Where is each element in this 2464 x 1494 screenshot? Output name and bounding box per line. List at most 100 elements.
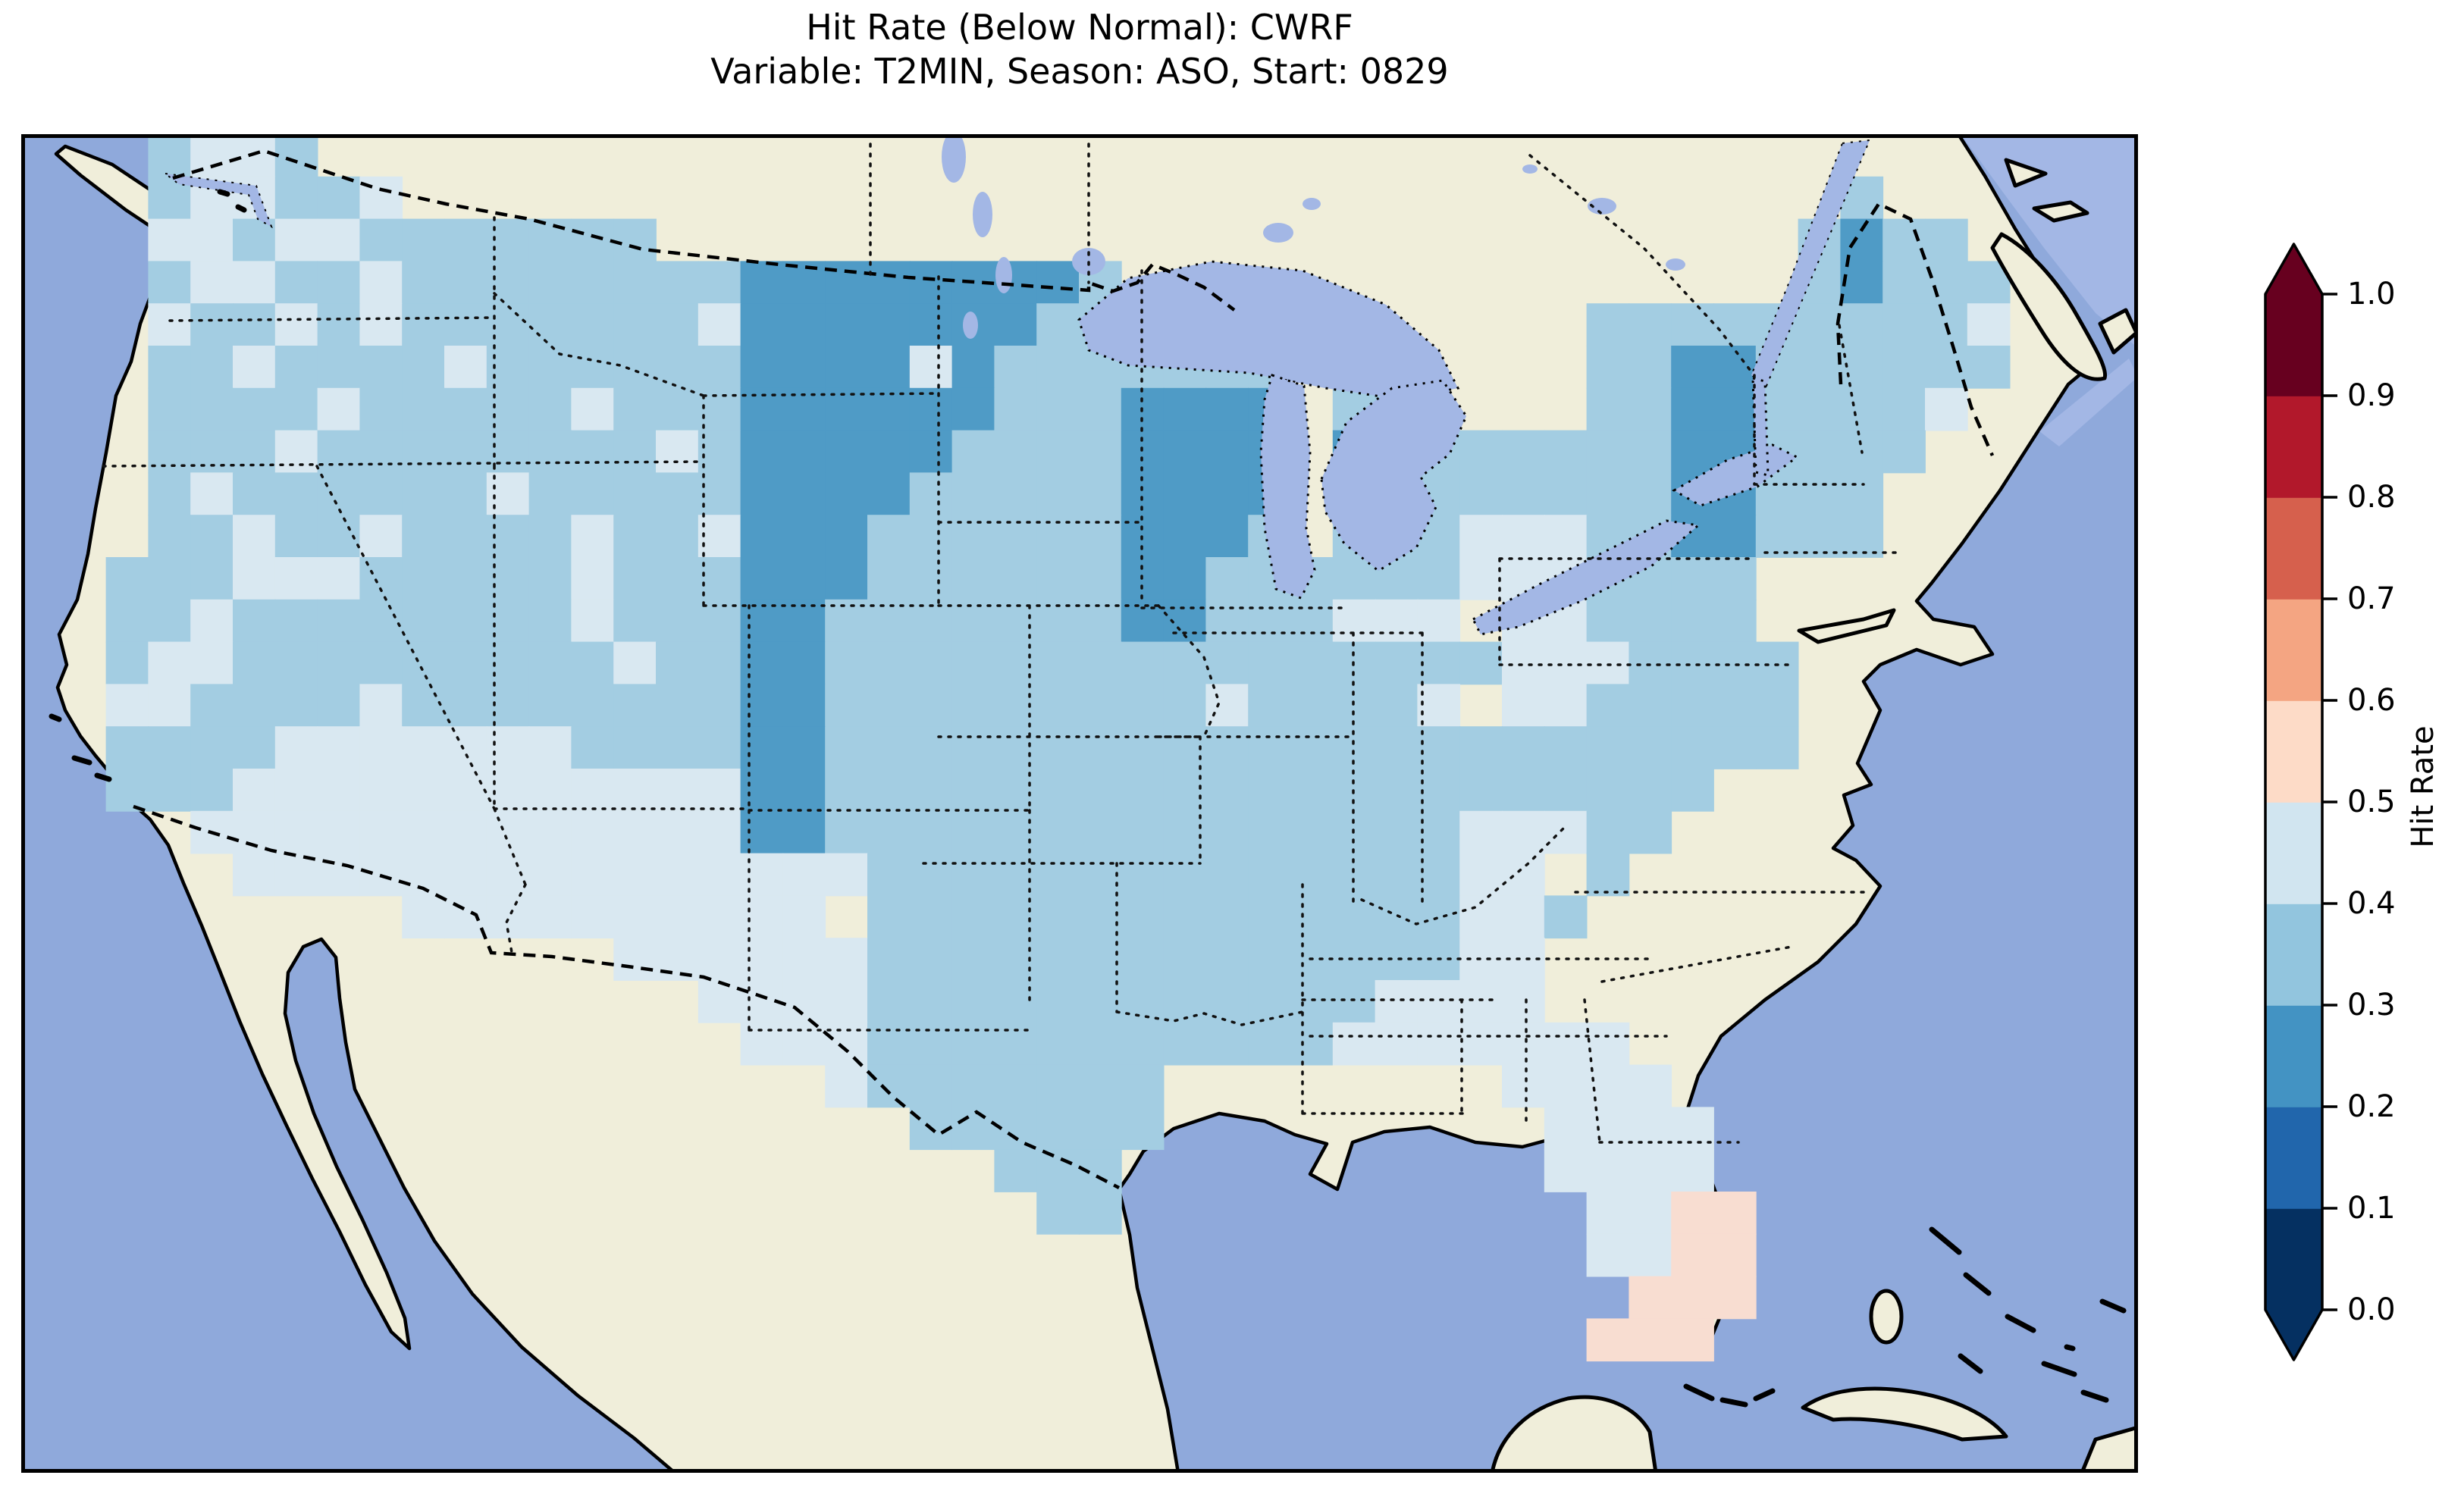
hit-rate-cell xyxy=(1798,472,1842,516)
hit-rate-cell xyxy=(613,387,657,431)
hit-rate-cell xyxy=(698,515,741,558)
hit-rate-cell xyxy=(909,769,953,812)
hit-rate-cell xyxy=(1121,1107,1165,1151)
hit-rate-cell xyxy=(317,261,361,305)
hit-rate-cell xyxy=(1417,1022,1461,1066)
hit-rate-cell xyxy=(1375,599,1419,643)
hit-rate-cell xyxy=(1713,641,1757,685)
hit-rate-cell xyxy=(402,895,445,939)
hit-rate-cell xyxy=(1544,684,1588,728)
hit-rate-cell xyxy=(1713,303,1757,346)
hit-rate-cell xyxy=(1079,684,1122,728)
hit-rate-cell xyxy=(1459,980,1503,1023)
hit-rate-cell xyxy=(1036,261,1080,305)
hit-rate-cell xyxy=(1459,515,1503,558)
prince-edward-island xyxy=(2032,200,2089,223)
hit-rate-cell xyxy=(190,599,234,643)
hit-rate-cell xyxy=(613,684,657,728)
hit-rate-cell xyxy=(1036,980,1080,1023)
colorbar-bin xyxy=(2265,1107,2322,1209)
hit-rate-cell xyxy=(613,938,657,981)
hit-rate-cell xyxy=(1205,387,1249,431)
hit-rate-cell xyxy=(1629,1064,1672,1108)
hit-rate-cell xyxy=(951,810,995,854)
hit-rate-cell xyxy=(1713,387,1757,431)
hit-rate-cell xyxy=(1755,515,1799,558)
hit-rate-cell xyxy=(825,641,868,685)
hit-rate-cell xyxy=(656,557,699,600)
hit-rate-cell xyxy=(1544,1149,1588,1192)
hit-rate-cell xyxy=(867,557,911,600)
hit-rate-cell xyxy=(1205,515,1249,558)
hit-rate-cell xyxy=(148,726,192,769)
hit-rate-cell xyxy=(274,853,318,897)
figure-title: Hit Rate (Below Normal): CWRF Variable: … xyxy=(21,6,2138,93)
hit-rate-cell xyxy=(656,515,699,558)
hit-rate-cell xyxy=(528,895,572,939)
hit-rate-cell xyxy=(994,387,1038,431)
hit-rate-cell xyxy=(233,684,276,728)
hit-rate-cell xyxy=(528,684,572,728)
hit-rate-cell xyxy=(909,810,953,854)
hit-rate-cell xyxy=(782,980,826,1023)
hit-rate-cell xyxy=(190,303,234,346)
hit-rate-cell xyxy=(1036,938,1080,981)
hit-rate-cell xyxy=(1036,1107,1080,1151)
hit-rate-cell xyxy=(148,261,192,305)
hit-rate-cell xyxy=(571,472,615,516)
hit-rate-cell xyxy=(1544,515,1588,558)
hit-rate-cell xyxy=(867,810,911,854)
hit-rate-cell xyxy=(1036,1064,1080,1108)
map-canvas xyxy=(21,134,2138,1473)
hit-rate-cell xyxy=(909,430,953,474)
hit-rate-cell xyxy=(1205,1022,1249,1066)
hit-rate-cell xyxy=(359,176,403,220)
hit-rate-cell xyxy=(528,472,572,516)
hit-rate-cell xyxy=(359,599,403,643)
hit-rate-cell xyxy=(909,726,953,769)
hit-rate-cell xyxy=(359,346,403,389)
canada-lake xyxy=(973,192,992,237)
colorbar-bin xyxy=(2265,1005,2322,1107)
hit-rate-cell xyxy=(1459,472,1503,516)
hit-rate-cell xyxy=(528,599,572,643)
hit-rate-cell xyxy=(951,938,995,981)
hit-rate-cell xyxy=(1586,1192,1630,1235)
hit-rate-cell xyxy=(571,218,615,262)
hit-rate-cell xyxy=(317,810,361,854)
colorbar-extend-under xyxy=(2265,1309,2322,1360)
hit-rate-cell xyxy=(1502,895,1545,939)
hit-rate-cell xyxy=(571,303,615,346)
hit-rate-cell xyxy=(1290,980,1334,1023)
hit-rate-cell xyxy=(1544,1022,1588,1066)
hit-rate-cell xyxy=(740,430,784,474)
hit-rate-cell xyxy=(1671,346,1714,389)
st-lawrence-river xyxy=(1750,139,1871,387)
hit-rate-cell xyxy=(233,557,276,600)
hit-rate-cell xyxy=(444,599,487,643)
hit-rate-cell xyxy=(1248,895,1291,939)
quebec-lake xyxy=(1588,198,1616,215)
hit-rate-cell xyxy=(1036,430,1080,474)
hit-rate-cell xyxy=(1163,430,1207,474)
hit-rate-cell xyxy=(528,769,572,812)
hit-rate-cell xyxy=(1459,769,1503,812)
hit-rate-cell xyxy=(1629,387,1672,431)
hit-rate-cell xyxy=(1036,472,1080,516)
hit-rate-cell xyxy=(1671,726,1714,769)
hit-rate-cell xyxy=(233,472,276,516)
hit-rate-cell xyxy=(951,980,995,1023)
bay-of-fundy xyxy=(2039,359,2138,446)
hit-rate-cell xyxy=(909,472,953,516)
hit-rate-cell xyxy=(1205,641,1249,685)
hit-rate-cell xyxy=(444,684,487,728)
hit-rate-cell xyxy=(782,853,826,897)
hit-rate-cell xyxy=(782,895,826,939)
hit-rate-cell xyxy=(528,810,572,854)
hit-rate-cell xyxy=(1079,472,1122,516)
hit-rate-cell xyxy=(782,515,826,558)
hit-rate-cell xyxy=(402,515,445,558)
hit-rate-cell xyxy=(233,810,276,854)
hit-rate-cell xyxy=(190,557,234,600)
hit-rate-cell xyxy=(402,726,445,769)
